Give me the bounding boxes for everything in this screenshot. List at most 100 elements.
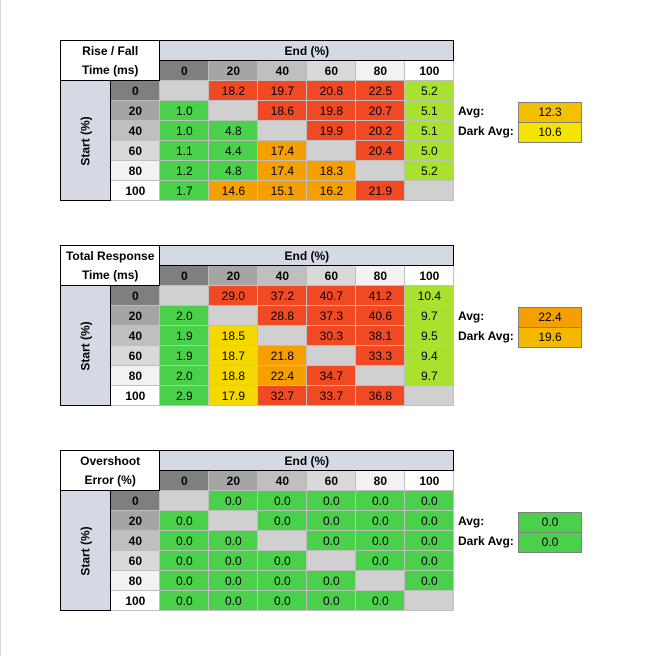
data-cell: 0.0 bbox=[257, 510, 308, 531]
column-header: 60 bbox=[306, 265, 357, 286]
table-row: 80 1.2 4.8 17.4 18.3 5.2 bbox=[61, 160, 455, 181]
row-header: 100 bbox=[110, 590, 161, 611]
data-cell: 41.2 bbox=[355, 285, 406, 306]
column-header: 100 bbox=[404, 265, 455, 286]
data-cell: 20.4 bbox=[355, 140, 406, 161]
row-header: 40 bbox=[110, 120, 161, 141]
data-cell: 1.7 bbox=[159, 180, 210, 201]
table-title-line1: Rise / Fall bbox=[59, 40, 161, 61]
table-block-0: Rise / Fall End (%) Time (ms) 0 20 40 60 80 100 S… bbox=[59, 40, 455, 201]
data-cell: 20.7 bbox=[355, 100, 406, 121]
row-header: 20 bbox=[110, 510, 161, 531]
row-header: 40 bbox=[110, 530, 161, 551]
data-cell: 5.2 bbox=[404, 160, 455, 181]
end-percent-header: End (%) bbox=[159, 245, 455, 266]
data-cell: 5.1 bbox=[404, 120, 455, 141]
row-header: 100 bbox=[110, 180, 161, 201]
data-cell: 0.0 bbox=[257, 590, 308, 611]
data-cell: 19.7 bbox=[257, 80, 308, 101]
data-cell bbox=[306, 550, 357, 571]
row-header: 40 bbox=[110, 325, 161, 346]
data-cell: 5.2 bbox=[404, 80, 455, 101]
data-cell bbox=[159, 490, 210, 511]
data-cell: 0.0 bbox=[355, 490, 406, 511]
data-cell: 33.3 bbox=[355, 345, 406, 366]
data-table: Rise / Fall End (%) Time (ms) 0 20 40 60 80 100 S… bbox=[59, 40, 455, 201]
data-cell: 0.0 bbox=[208, 490, 259, 511]
row-header: 80 bbox=[110, 160, 161, 181]
data-cell: 18.8 bbox=[208, 365, 259, 386]
data-cell: 0.0 bbox=[306, 590, 357, 611]
column-header: 60 bbox=[306, 60, 357, 81]
data-cell: 0.0 bbox=[306, 530, 357, 551]
data-cell: 5.0 bbox=[404, 140, 455, 161]
table-row: 60 1.9 18.7 21.8 33.3 9.4 bbox=[61, 345, 455, 366]
data-cell bbox=[355, 570, 406, 591]
data-cell: 29.0 bbox=[208, 285, 259, 306]
data-cell: 37.3 bbox=[306, 305, 357, 326]
table-title-line2: Error (%) bbox=[59, 470, 161, 491]
row-header: 20 bbox=[110, 100, 161, 121]
column-header: 60 bbox=[306, 470, 357, 491]
data-cell: 30.3 bbox=[306, 325, 357, 346]
dark-avg-value: 0.0 bbox=[518, 532, 582, 553]
avg-value: 22.4 bbox=[518, 307, 582, 328]
table-title-line2: Time (ms) bbox=[59, 60, 161, 81]
data-cell bbox=[208, 305, 259, 326]
data-cell bbox=[159, 80, 210, 101]
row-header: 60 bbox=[110, 140, 161, 161]
data-cell: 20.2 bbox=[355, 120, 406, 141]
data-cell: 17.9 bbox=[208, 385, 259, 406]
data-cell: 1.2 bbox=[159, 160, 210, 181]
data-cell: 17.4 bbox=[257, 160, 308, 181]
column-header: 20 bbox=[208, 470, 259, 491]
end-percent-header: End (%) bbox=[159, 40, 455, 61]
data-table: Overshoot End (%) Error (%) 0 20 40 60 80 100 Sta… bbox=[59, 450, 455, 611]
dark-avg-label: Dark Avg: bbox=[458, 124, 514, 138]
table-row: 20 2.0 28.8 37.3 40.6 9.7 bbox=[61, 305, 455, 326]
data-cell: 32.7 bbox=[257, 385, 308, 406]
data-cell bbox=[306, 140, 357, 161]
data-cell: 0.0 bbox=[257, 490, 308, 511]
data-cell: 9.7 bbox=[404, 365, 455, 386]
data-cell: 14.6 bbox=[208, 180, 259, 201]
data-cell bbox=[257, 325, 308, 346]
avg-label: Avg: bbox=[458, 309, 485, 323]
data-cell: 0.0 bbox=[404, 530, 455, 551]
dark-avg-label: Dark Avg: bbox=[458, 329, 514, 343]
table-row: 100 1.7 14.6 15.1 16.2 21.9 bbox=[61, 180, 455, 201]
table-block-1: Total Response End (%) Time (ms) 0 20 40 60 80 1… bbox=[59, 245, 455, 406]
table-row: 60 1.1 4.4 17.4 20.4 5.0 bbox=[61, 140, 455, 161]
data-table: Total Response End (%) Time (ms) 0 20 40 60 80 1… bbox=[59, 245, 455, 406]
row-header: 60 bbox=[110, 345, 161, 366]
data-cell bbox=[208, 100, 259, 121]
row-header: 80 bbox=[110, 570, 161, 591]
data-cell: 15.1 bbox=[257, 180, 308, 201]
data-cell: 40.6 bbox=[355, 305, 406, 326]
dark-avg-value: 19.6 bbox=[518, 327, 582, 348]
data-cell: 1.1 bbox=[159, 140, 210, 161]
data-cell: 4.4 bbox=[208, 140, 259, 161]
table-row: 60 0.0 0.0 0.0 0.0 0.0 bbox=[61, 550, 455, 571]
data-cell: 0.0 bbox=[306, 490, 357, 511]
data-cell: 37.2 bbox=[257, 285, 308, 306]
data-cell: 1.0 bbox=[159, 100, 210, 121]
data-cell bbox=[355, 160, 406, 181]
start-percent-header: Start (%) bbox=[59, 490, 112, 611]
data-cell: 0.0 bbox=[159, 590, 210, 611]
page-edge bbox=[0, 0, 1, 656]
dark-avg-value: 10.6 bbox=[518, 122, 582, 143]
table-row: 80 0.0 0.0 0.0 0.0 0.0 bbox=[61, 570, 455, 591]
data-cell: 0.0 bbox=[159, 530, 210, 551]
start-percent-header: Start (%) bbox=[59, 285, 112, 406]
table-title-line1: Overshoot bbox=[59, 450, 161, 471]
table-row: Start (%) 0 18.2 19.7 20.8 22.5 5.2 bbox=[59, 80, 455, 201]
data-cell bbox=[404, 385, 455, 406]
data-cell bbox=[404, 180, 455, 201]
data-cell: 33.7 bbox=[306, 385, 357, 406]
table-row: 20 1.0 18.6 19.8 20.7 5.1 bbox=[61, 100, 455, 121]
avg-value: 12.3 bbox=[518, 102, 582, 123]
avg-label: Avg: bbox=[458, 514, 485, 528]
column-header: 100 bbox=[404, 60, 455, 81]
data-cell: 0.0 bbox=[355, 550, 406, 571]
